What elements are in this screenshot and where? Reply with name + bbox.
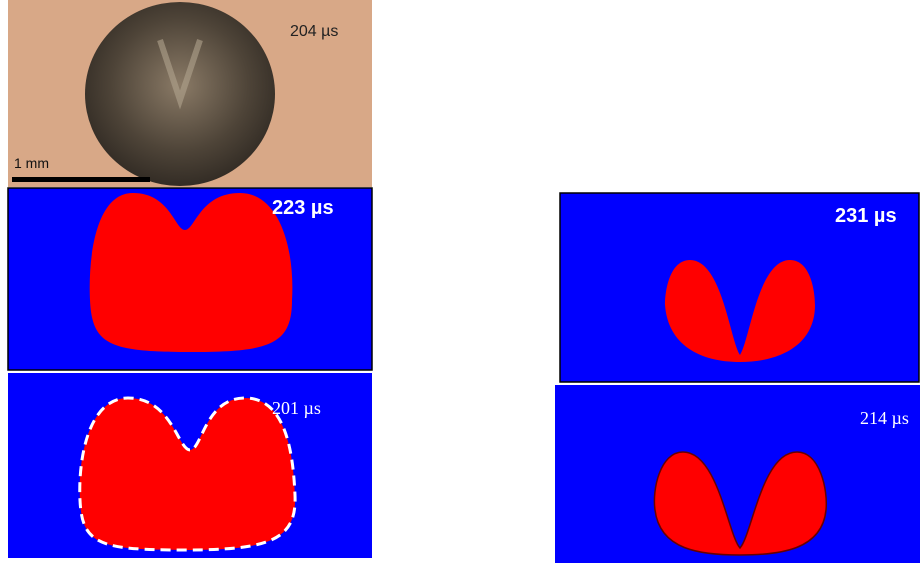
- photo-panel: 1 mm 204 µs: [8, 0, 372, 187]
- scale-bar: [12, 177, 150, 182]
- figure: 1 mm 204 µs 223 µs 201 µs 231 µs 214 µs: [0, 0, 920, 563]
- sim-panel: 231 µs: [560, 193, 919, 382]
- time-label: 223 µs: [272, 197, 334, 219]
- sim-panel: 214 µs: [555, 385, 920, 563]
- scale-label: 1 mm: [14, 155, 49, 171]
- time-label: 231 µs: [835, 205, 897, 227]
- time-label: 204 µs: [290, 23, 338, 40]
- time-label: 214 µs: [860, 408, 909, 428]
- time-label: 201 µs: [272, 398, 321, 418]
- sim-panel: 201 µs: [8, 373, 372, 558]
- sim-panel: 223 µs: [8, 188, 372, 370]
